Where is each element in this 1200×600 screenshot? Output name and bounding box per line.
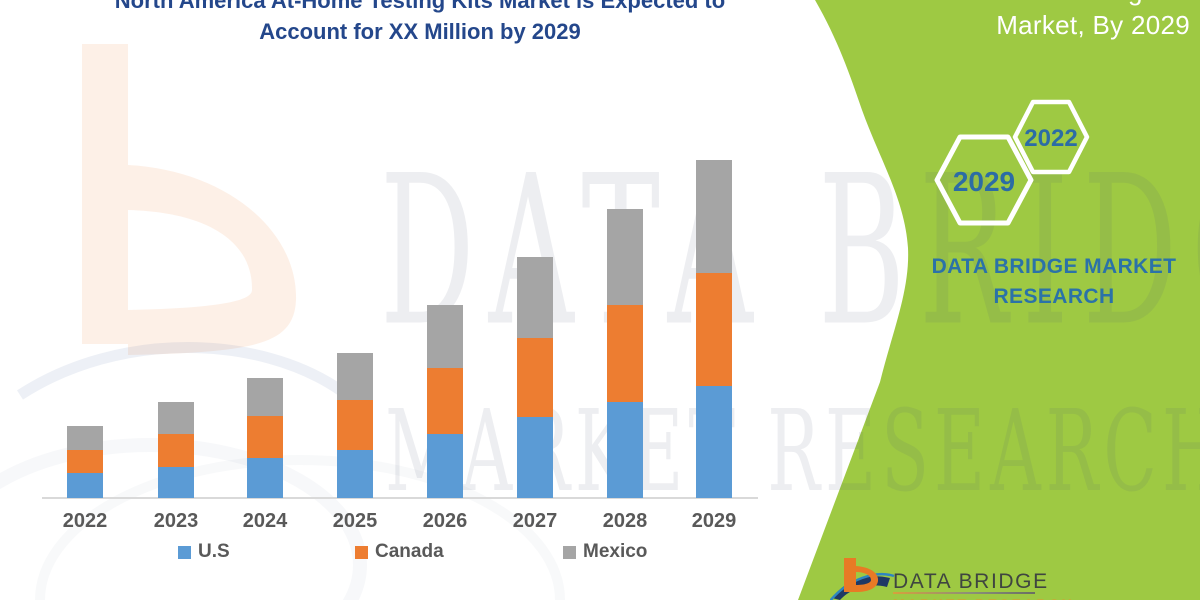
legend-label-canada: Canada [375,541,444,562]
footer-logo-subtext: MARKET RESEARCH [893,596,1074,600]
x-axis-label-2023: 2023 [153,510,199,532]
footer-logo-text: DATA BRIDGE [893,570,1049,593]
watermark-circle-2 [35,455,565,600]
x-axis-label-2022: 2022 [62,510,108,532]
header-right-caption: Market, By 2029 [996,10,1190,40]
bar-segment-2022-canada [67,450,103,473]
legend-item-us: U.S [178,541,230,563]
hexagon-2029 [934,134,1034,226]
x-axis-label-2027: 2027 [512,510,558,532]
hexagon-year-2022: 2022 [1024,125,1078,152]
bar-segment-2022-us [67,473,103,498]
logo-b-bowl [856,566,879,592]
x-axis-label-2029: 2029 [691,510,737,532]
bar-segment-2026-canada [427,368,463,434]
x-axis-label-2028: 2028 [602,510,648,532]
footer-logo-underline [893,592,1035,594]
watermark-b-bowl [128,165,297,355]
bar-segment-2025-us [337,450,373,498]
brand-text: DATA BRIDGE MARKET RESEARCH [928,252,1180,312]
x-axis-label-2024: 2024 [242,510,288,532]
bar-segment-2024-mexico [247,378,283,416]
bar-segment-2029-mexico [696,160,732,273]
bar-segment-2028-us [607,402,643,498]
bar-segment-2024-canada [247,416,283,458]
bar-segment-2028-canada [607,305,643,402]
logo-swoosh-accent [830,572,895,600]
legend-label-mexico: Mexico [583,541,648,562]
legend-swatch-mexico [563,545,576,559]
watermark-b-stem [82,44,128,344]
legend-item-canada: Canada [355,541,444,563]
chart-title-line1: North America At-Home Testing Kits Marke… [114,0,726,13]
bar-segment-2029-canada [696,273,732,386]
logo-b-stem [844,558,856,592]
watermark-swoosh [17,342,344,400]
brand-text-line1: DATA BRIDGE MARKET [931,255,1177,278]
bar-segment-2025-canada [337,400,373,450]
background-logo-watermark-icon [0,44,565,600]
bar-segment-2025-mexico [337,353,373,400]
x-axis-line [42,497,758,499]
bar-segment-2026-us [427,434,463,498]
legend-label-us: U.S [198,541,230,562]
bar-segment-2023-mexico [158,402,194,434]
x-axis-label-2025: 2025 [332,510,378,532]
chart-title-line2: Account for XX Million by 2029 [259,19,581,44]
bar-segment-2028-mexico [607,209,643,305]
bar-segment-2029-us [696,386,732,498]
brand-text-line2: RESEARCH [993,285,1115,308]
legend-swatch-us [178,545,191,559]
hexagon-badges [934,99,1090,226]
bar-segment-2023-canada [158,434,194,467]
bar-segment-2027-mexico [517,257,553,338]
bar-segment-2027-canada [517,338,553,417]
bar-segment-2027-us [517,417,553,498]
hexagon-2022 [1012,99,1090,175]
watermark-circle [0,438,367,600]
data-bridge-logo-icon [830,558,895,600]
green-panel [798,0,1200,600]
clipped-text-fragment: g [1128,0,1142,8]
chart-title: North America At-Home Testing Kits Marke… [70,0,770,47]
bar-segment-2026-mexico [427,305,463,368]
bar-segment-2024-us [247,458,283,498]
bar-segment-2023-us [158,467,194,498]
legend-item-mexico: Mexico [563,541,647,563]
x-axis-label-2026: 2026 [422,510,468,532]
bar-segment-2022-mexico [67,426,103,450]
hexagon-year-2029: 2029 [952,166,1016,197]
legend-swatch-canada [355,545,368,559]
